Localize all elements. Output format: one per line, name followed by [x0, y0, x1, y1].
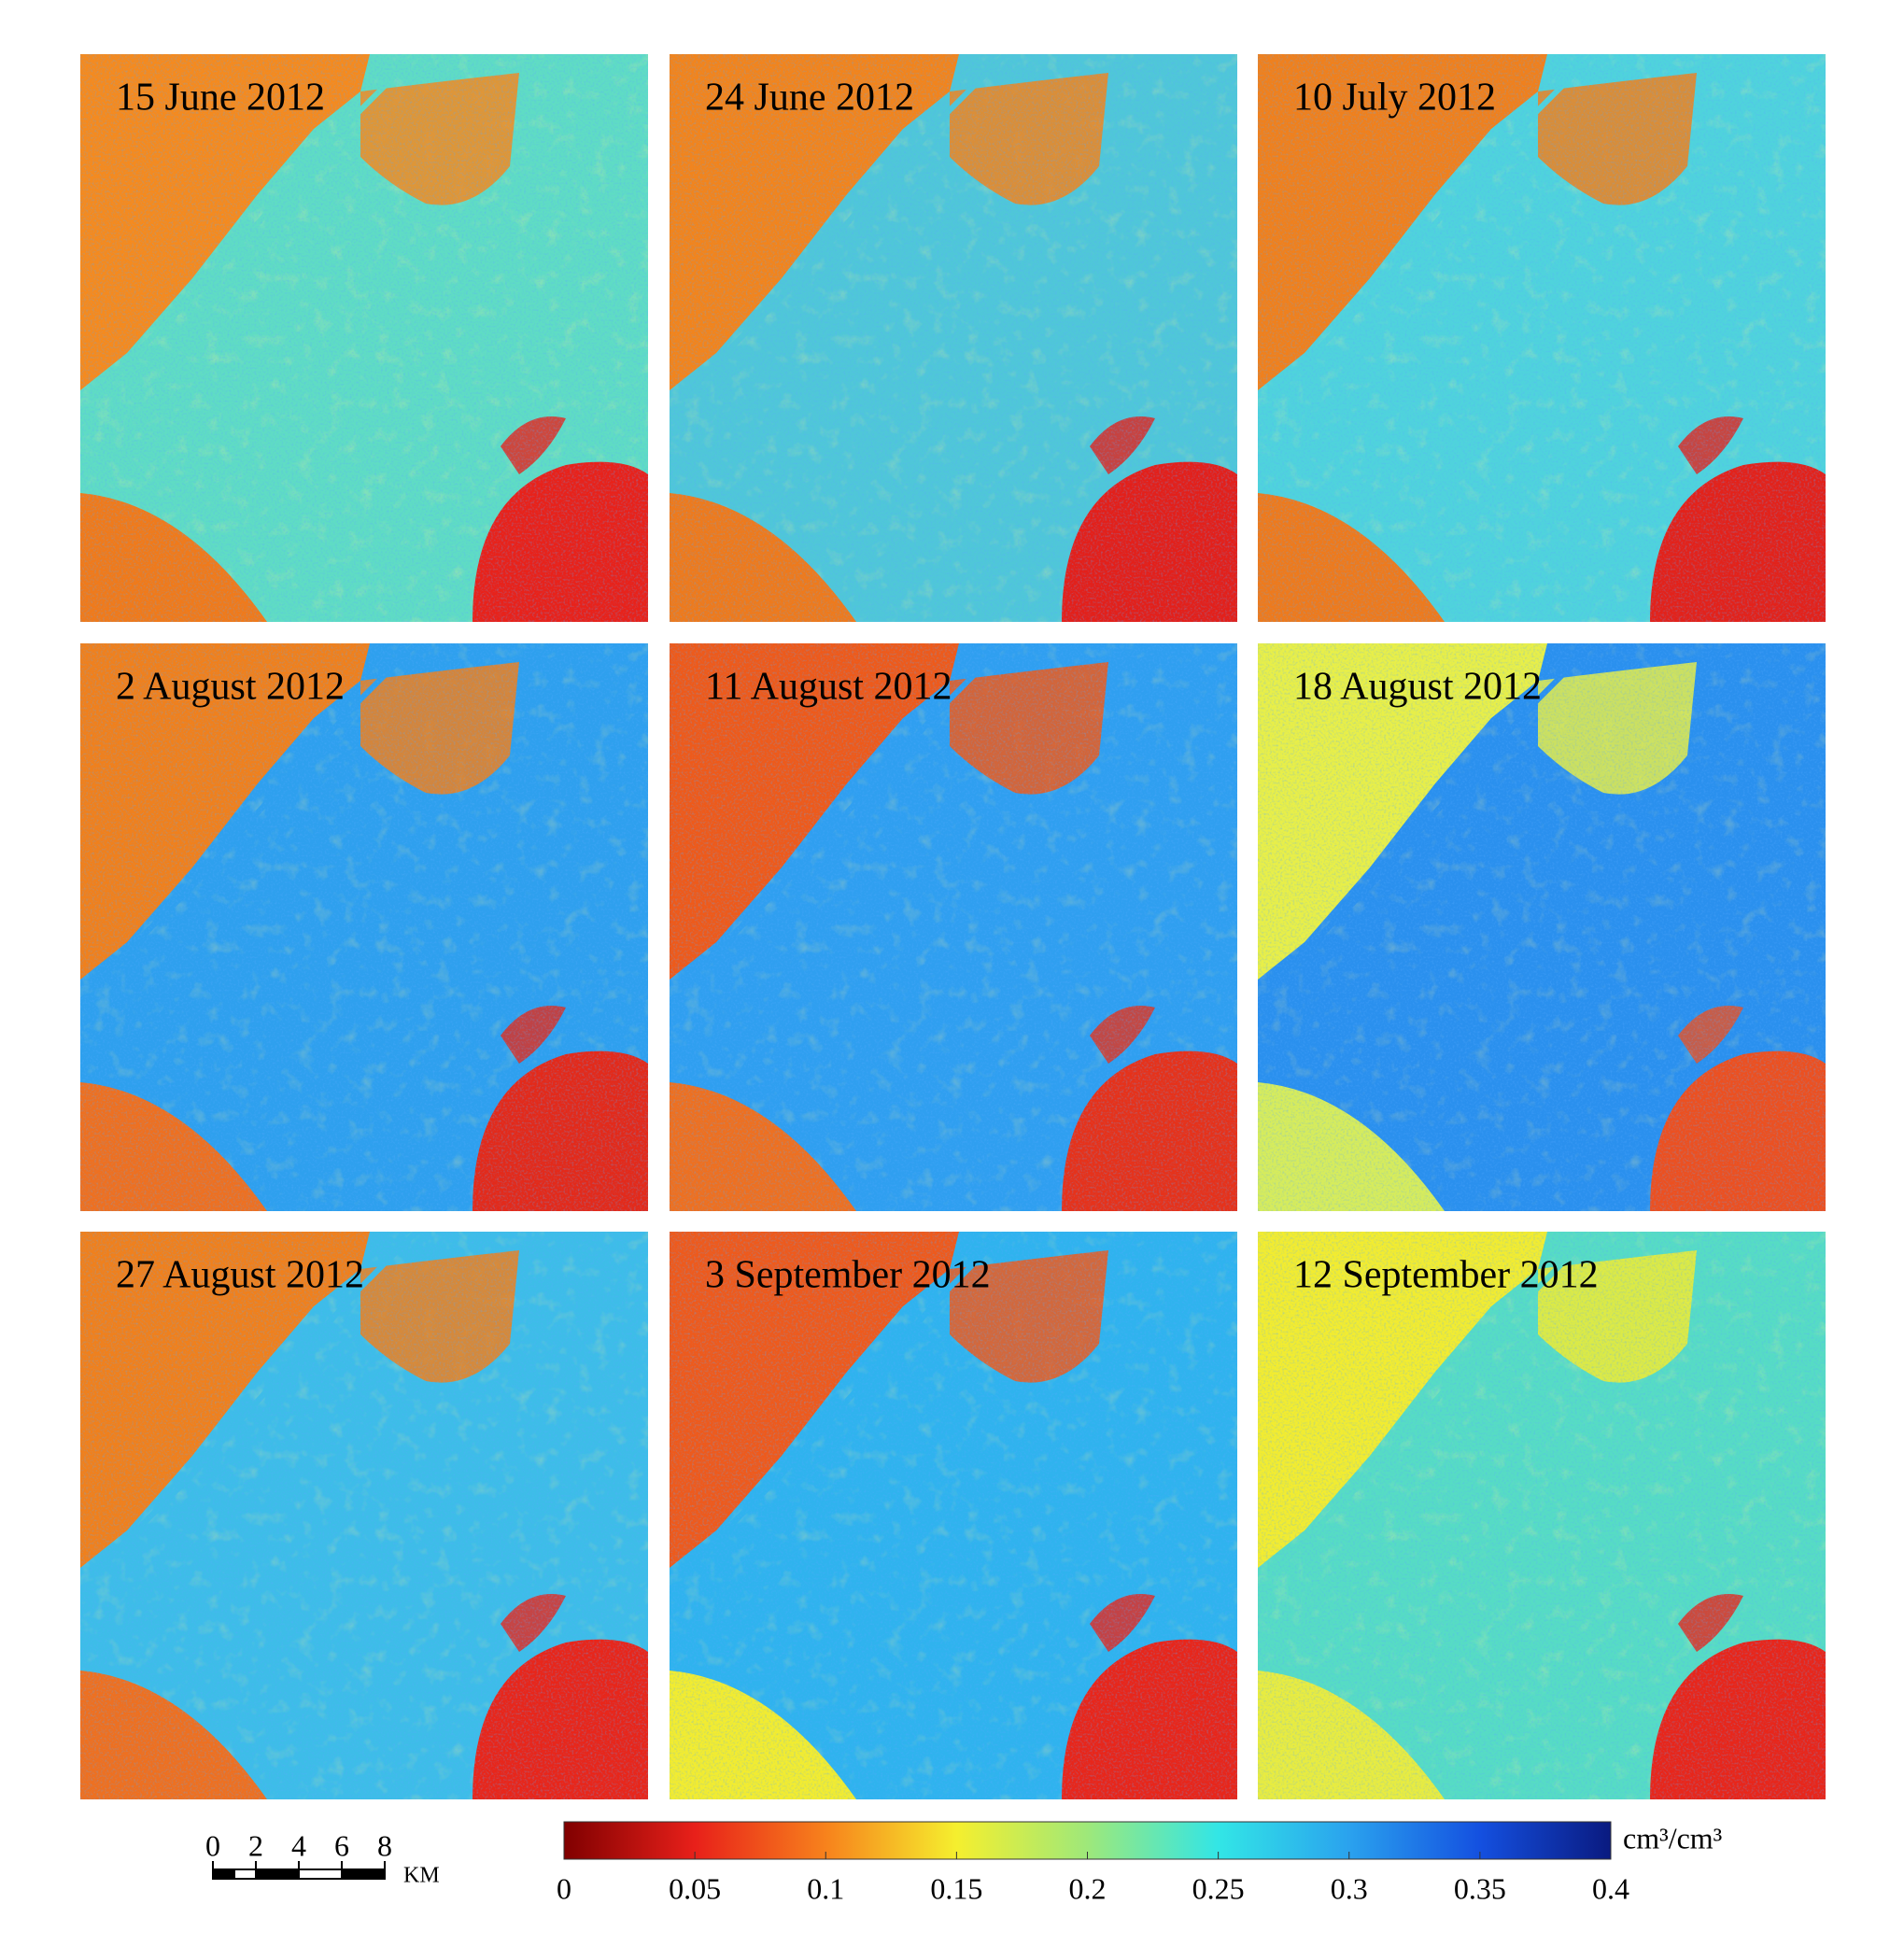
colorbar-tick-label: 0.4: [1592, 1871, 1629, 1905]
map-panel: 24 June 2012: [670, 54, 1237, 622]
map-image: [80, 1232, 648, 1799]
colorbar-tick-label: 0.25: [1192, 1871, 1245, 1905]
scale-bar-label: 2: [248, 1828, 263, 1862]
colorbar-tick-label: 0.35: [1454, 1871, 1506, 1905]
map-image: [670, 643, 1237, 1211]
map-image: [670, 54, 1237, 622]
scale-bar-label: 6: [334, 1828, 349, 1862]
map-panel: 2 August 2012: [80, 643, 648, 1211]
colorbar-tick-label: 0: [557, 1871, 571, 1905]
map-panel: 15 June 2012: [80, 54, 648, 622]
map-panel: 18 August 2012: [1258, 643, 1826, 1211]
map-image: [670, 1232, 1237, 1799]
map-image: [80, 643, 648, 1211]
panel-label: 3 September 2012: [705, 1254, 991, 1297]
panel-label: 18 August 2012: [1293, 666, 1542, 709]
scale-bar-segment: [255, 1868, 300, 1880]
colorbar-tick-label: 0.2: [1069, 1871, 1107, 1905]
scale-bar-label: 0: [205, 1828, 220, 1862]
map-speckle: [1258, 1232, 1826, 1799]
scale-bar-segment: [212, 1868, 235, 1880]
map-panel: 3 September 2012: [670, 1232, 1237, 1799]
colorbar-unit: cm³/cm³: [1623, 1821, 1722, 1854]
map-panel: 10 July 2012: [1258, 54, 1826, 622]
scale-bar-unit: KM: [403, 1864, 440, 1888]
map-panel: 27 August 2012: [80, 1232, 648, 1799]
panel-label: 12 September 2012: [1293, 1254, 1599, 1297]
map-image: [1258, 54, 1826, 622]
panel-label: 10 July 2012: [1293, 77, 1496, 120]
scale-bar-label: 8: [377, 1828, 392, 1862]
map-speckle: [1258, 643, 1826, 1211]
panel-label: 11 August 2012: [705, 666, 952, 709]
map-panel: 11 August 2012: [670, 643, 1237, 1211]
panel-label: 27 August 2012: [116, 1254, 364, 1297]
panel-label: 2 August 2012: [116, 666, 345, 709]
colorbar-tick-label: 0.1: [807, 1871, 844, 1905]
map-speckle: [1258, 54, 1826, 622]
scale-bar-label: 4: [291, 1828, 306, 1862]
map-image: [1258, 1232, 1826, 1799]
map-speckle: [670, 643, 1237, 1211]
colorbar-tick-label: 0.05: [669, 1871, 721, 1905]
scale-bar-segment: [341, 1868, 386, 1880]
colorbar-tick-label: 0.3: [1331, 1871, 1368, 1905]
map-panel: 12 September 2012: [1258, 1232, 1826, 1799]
map-speckle: [670, 54, 1237, 622]
map-speckle: [80, 54, 648, 622]
map-speckle: [80, 643, 648, 1211]
scale-bar-segment: [298, 1868, 343, 1880]
map-speckle: [670, 1232, 1237, 1799]
map-speckle: [80, 1232, 648, 1799]
panel-label: 15 June 2012: [116, 77, 325, 120]
map-image: [1258, 643, 1826, 1211]
colorbar-tick-label: 0.15: [930, 1871, 982, 1905]
map-image: [80, 54, 648, 622]
scale-bar-segment: [233, 1868, 257, 1880]
panel-label: 24 June 2012: [705, 77, 914, 120]
